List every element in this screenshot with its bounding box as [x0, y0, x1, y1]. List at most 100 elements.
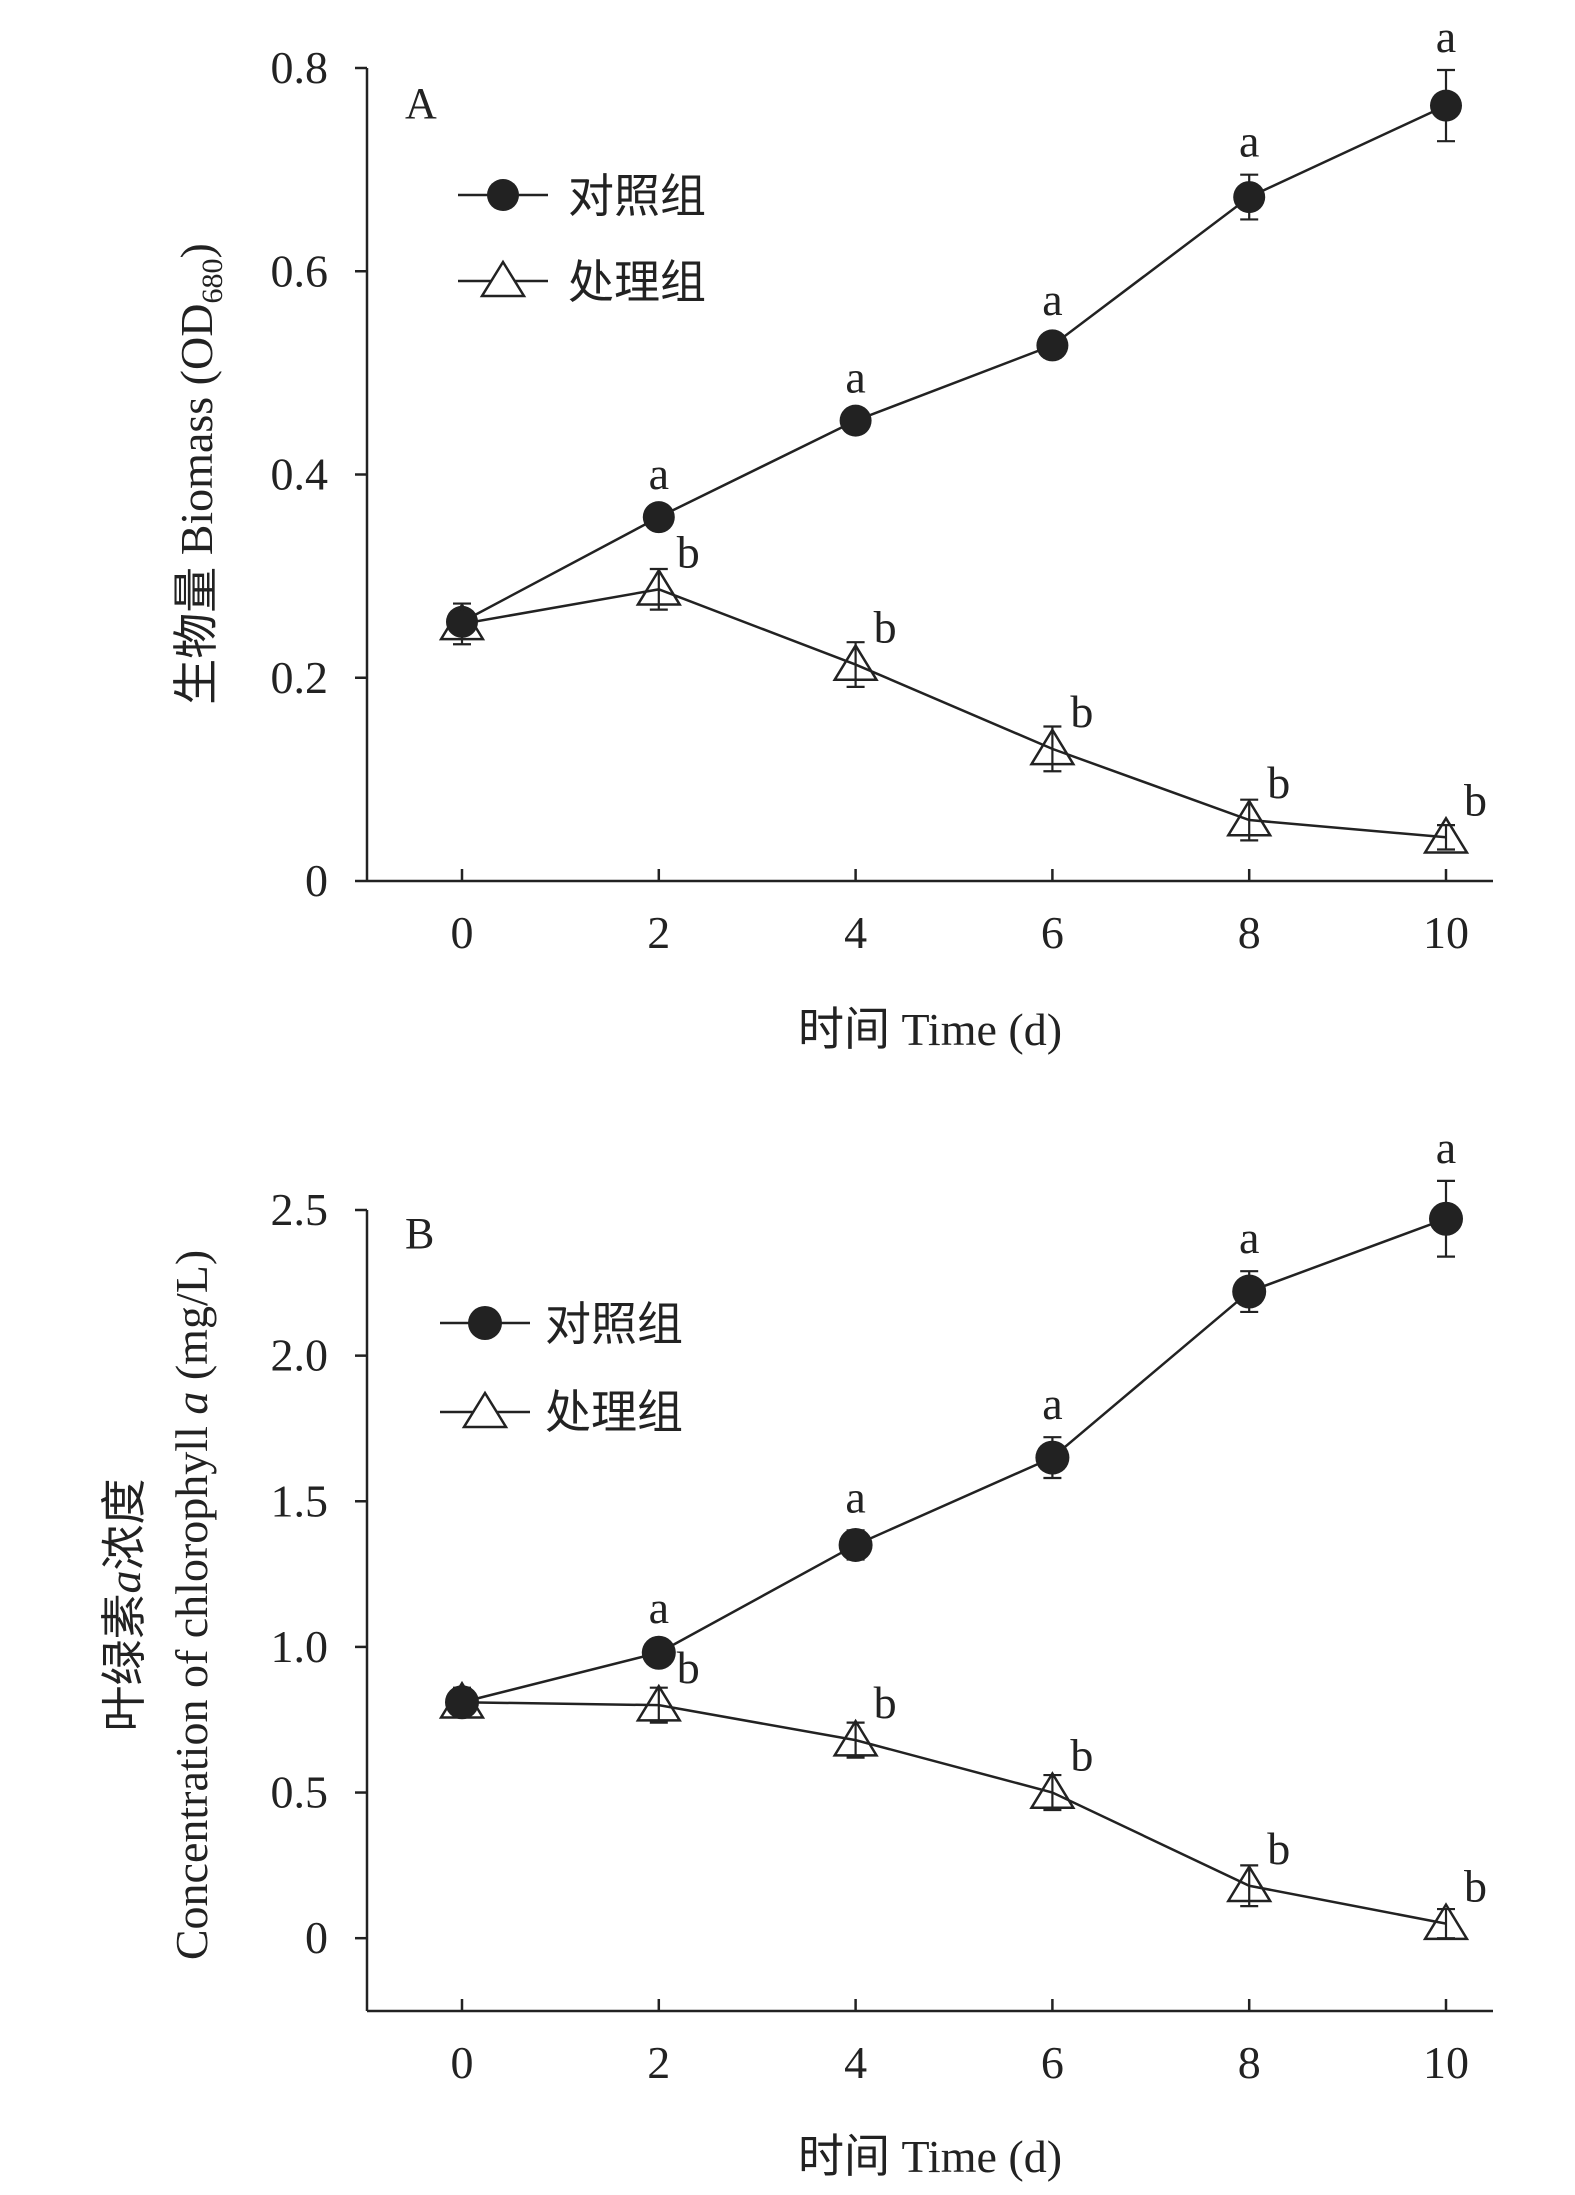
panel-b-y-ticks: 0 0.5 1.0 1.5 2.0 2.5 [271, 1184, 367, 1963]
data-point-treatment [1029, 727, 1076, 766]
x-tick-label: 0 [451, 907, 474, 958]
significance-label-a: a [1436, 1122, 1456, 1173]
panel-b-y-title-line2-italic: a [166, 1392, 217, 1415]
y-tick-label: 0.2 [271, 652, 329, 703]
panel-b-legend: 对照组 处理组 [440, 1299, 683, 1438]
panel-b-y-title-line1-italic: a [99, 1571, 150, 1594]
data-point-control [1232, 1274, 1267, 1309]
data-point-control [1035, 1440, 1070, 1475]
x-tick-label: 8 [1238, 907, 1261, 958]
y-tick-label: 0 [305, 855, 328, 906]
panel-a-y-axis-title: 生物量 Biomass (OD680) [171, 243, 229, 705]
y-tick-label: 0 [305, 1912, 328, 1963]
panel-b-y-title-line2-main: Concentration of chlorophyll [166, 1415, 217, 1961]
panel-b-x-axis-title: 时间 Time (d) [798, 2131, 1062, 2182]
y-tick-label: 0.8 [271, 42, 329, 93]
panel-b-x-ticks: 0 2 4 6 8 10 [451, 1999, 1469, 2088]
x-tick-label: 6 [1041, 907, 1064, 958]
panel-b-markers [438, 1179, 1470, 1941]
y-tick-label: 0.4 [271, 449, 329, 500]
panel-b-y-title-line1-main: 叶绿素 [99, 1594, 150, 1732]
legend-entry-treatment: 处理组 [458, 257, 706, 308]
y-tick-label: 1.5 [271, 1475, 329, 1526]
x-tick-label: 4 [844, 907, 867, 958]
significance-label-b: b [874, 1677, 897, 1728]
legend-open-triangle-icon [479, 259, 527, 298]
x-tick-label: 10 [1423, 2037, 1469, 2088]
series-line-treatment [461, 588, 1447, 839]
legend-entry-control: 对照组 [440, 1299, 683, 1350]
data-point-control [1429, 1201, 1463, 1236]
significance-label-b: b [1464, 1861, 1487, 1912]
significance-label-a: a [845, 351, 865, 402]
legend-filled-circle-icon [468, 1306, 502, 1340]
significance-label-a: a [845, 1471, 865, 1522]
x-tick-label: 2 [647, 2037, 670, 2088]
data-point-control [1430, 89, 1462, 122]
legend-label-treatment: 处理组 [545, 1387, 683, 1438]
data-point-control [1233, 181, 1266, 214]
data-point-treatment [1029, 1771, 1076, 1809]
significance-label-a: a [1239, 1212, 1259, 1263]
data-point-treatment [438, 1680, 486, 1719]
panel-a-markers [438, 68, 1470, 854]
panel-a-x-ticks: 0 2 4 6 8 10 [451, 869, 1469, 958]
x-tick-label: 10 [1423, 907, 1469, 958]
data-point-treatment [635, 1683, 682, 1722]
panel-a-x-axis-title: 时间 Time (d) [798, 1004, 1062, 1055]
data-point-control [1036, 329, 1069, 362]
significance-label-b: b [874, 602, 897, 653]
panel-b: 0 0.5 1.0 1.5 2.0 2.5 0 2 4 6 8 10 B 时间 Time (d) 叶… [99, 1122, 1493, 2182]
panel-b-y-title-line1-suffix: 浓度 [99, 1479, 150, 1571]
significance-label-a: a [1042, 1378, 1062, 1429]
significance-label-a: a [649, 1582, 669, 1633]
significance-label-b: b [1267, 1823, 1290, 1874]
y-tick-label: 2.5 [271, 1184, 329, 1235]
data-point-treatment [832, 1718, 879, 1757]
significance-label-b: b [1070, 686, 1093, 737]
significance-label-a: a [1042, 274, 1062, 325]
panel-a: 0 0.2 0.4 0.6 0.8 0 2 4 6 8 10 A 时间 Time (d) 生物量 … [171, 11, 1493, 1055]
y-tick-label: 2.0 [271, 1330, 329, 1381]
legend-label-treatment: 处理组 [568, 257, 706, 308]
data-point-control [641, 1635, 676, 1670]
panel-b-axes [365, 1210, 1493, 2013]
panel-b-series-lines [461, 1217, 1447, 1925]
panel-b-label: B [405, 1209, 434, 1258]
data-point-treatment [1422, 815, 1470, 854]
data-point-treatment [438, 602, 486, 641]
significance-label-a: a [1436, 11, 1456, 62]
panel-a-series-lines [461, 104, 1447, 839]
legend-label-control: 对照组 [545, 1299, 683, 1350]
panel-a-y-title-main: 生物量 Biomass (OD [171, 304, 222, 705]
significance-label-b: b [677, 1642, 700, 1693]
data-point-treatment [635, 567, 682, 606]
data-point-control [642, 501, 675, 534]
data-point-treatment [832, 643, 879, 681]
panel-a-y-ticks: 0 0.2 0.4 0.6 0.8 [271, 42, 367, 906]
data-point-treatment [1226, 1864, 1273, 1903]
data-point-control [839, 404, 872, 437]
panel-a-y-title-subscript: 680 [196, 259, 229, 304]
significance-label-a: a [1239, 116, 1259, 167]
data-point-control [838, 1527, 873, 1562]
series-line-control [461, 104, 1447, 623]
legend-open-triangle-icon [461, 1390, 509, 1429]
panel-a-label: A [405, 79, 437, 128]
panel-a-legend: 对照组 处理组 [458, 171, 706, 308]
legend-label-control: 对照组 [568, 171, 706, 222]
x-tick-label: 0 [451, 2037, 474, 2088]
y-tick-label: 0.5 [271, 1767, 329, 1818]
data-point-treatment [1226, 798, 1273, 837]
significance-label-b: b [1464, 774, 1487, 825]
legend-entry-treatment: 处理组 [440, 1387, 683, 1438]
x-tick-label: 8 [1238, 2037, 1261, 2088]
panel-b-y-axis-title-line1: 叶绿素a浓度 [99, 1479, 150, 1732]
significance-label-b: b [677, 526, 700, 577]
x-tick-label: 2 [647, 907, 670, 958]
panel-b-y-title-line2-suffix: (mg/L) [166, 1250, 217, 1392]
